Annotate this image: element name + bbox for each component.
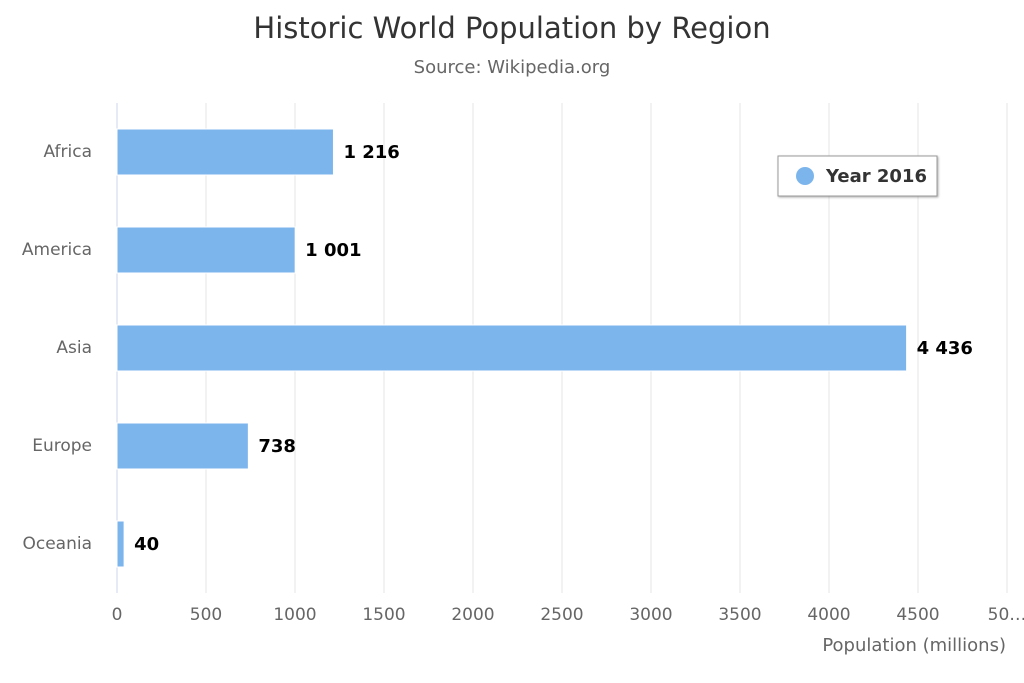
x-tick-label: 500 xyxy=(190,605,222,625)
bar xyxy=(116,520,125,568)
data-label: 738 xyxy=(258,436,296,457)
y-tick-label: Europe xyxy=(32,436,92,456)
chart-title: Historic World Population by Region xyxy=(253,11,770,45)
data-label: 4 436 xyxy=(917,338,973,359)
bar xyxy=(116,324,908,372)
x-tick-label: 1500 xyxy=(362,605,405,625)
x-axis-title: Population (millions) xyxy=(822,635,1006,656)
bar xyxy=(116,226,296,274)
y-tick-label: America xyxy=(22,240,92,260)
bar xyxy=(116,128,334,176)
x-tick-label: 50… xyxy=(988,605,1024,625)
x-tick-label: 4000 xyxy=(807,605,850,625)
chart-subtitle: Source: Wikipedia.org xyxy=(414,57,611,78)
bar xyxy=(116,422,249,470)
legend-label: Year 2016 xyxy=(825,166,927,187)
data-label: 1 001 xyxy=(305,240,361,261)
x-tick-label: 3500 xyxy=(718,605,761,625)
x-tick-label: 0 xyxy=(112,605,123,625)
x-tick-label: 2000 xyxy=(451,605,494,625)
data-label: 1 216 xyxy=(343,142,399,163)
data-label: 40 xyxy=(134,534,159,555)
x-tick-label: 1000 xyxy=(273,605,316,625)
y-tick-label: Africa xyxy=(44,142,93,162)
x-tick-label: 2500 xyxy=(540,605,583,625)
x-tick-label: 4500 xyxy=(896,605,939,625)
y-tick-label: Oceania xyxy=(22,534,92,554)
legend-marker xyxy=(796,167,814,185)
x-tick-label: 3000 xyxy=(629,605,672,625)
y-tick-label: Asia xyxy=(56,338,92,358)
